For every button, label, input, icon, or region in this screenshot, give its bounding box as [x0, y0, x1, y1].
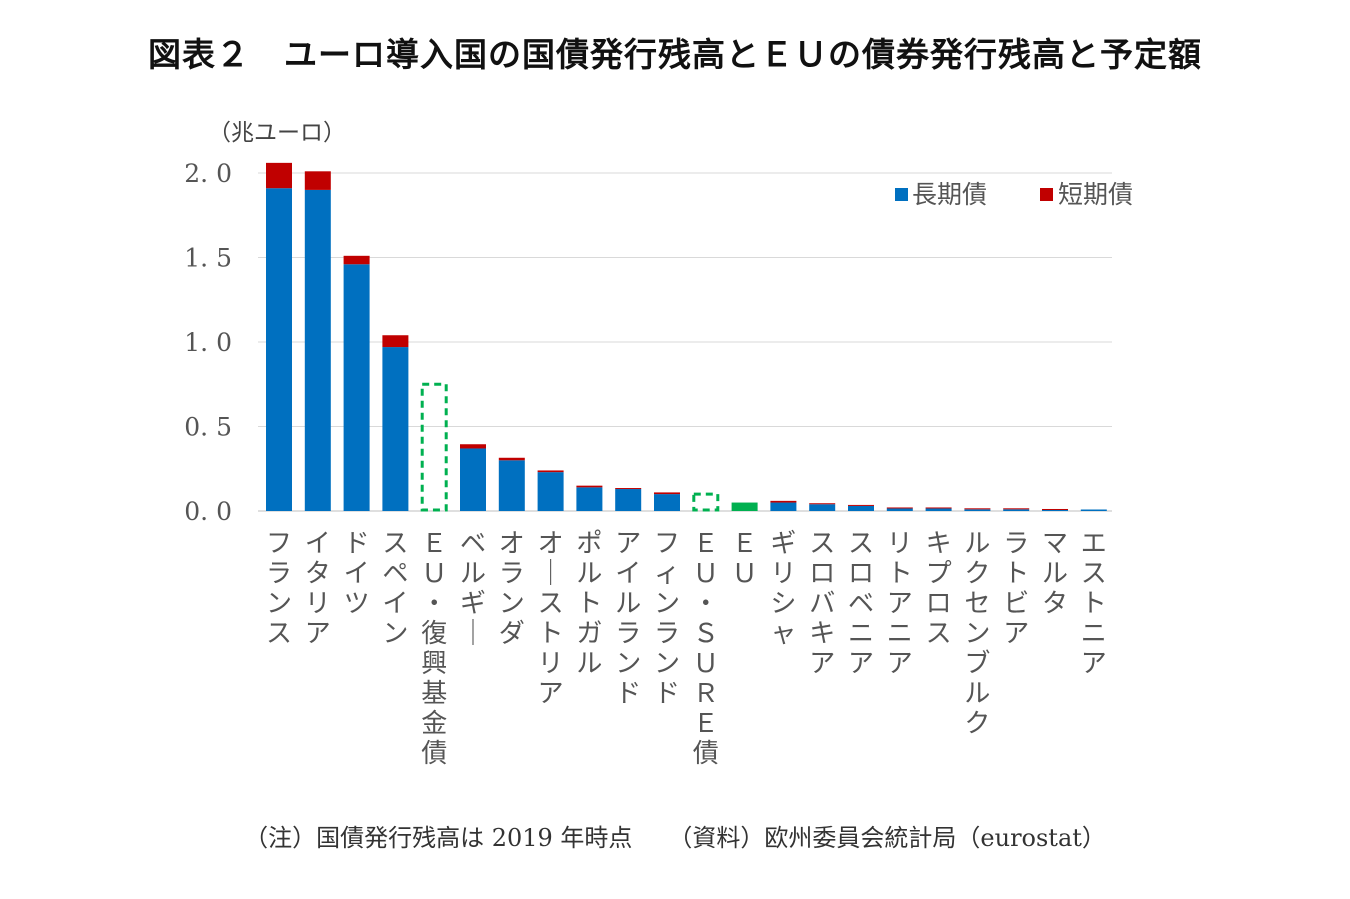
- y-tick-label: 1. 0: [184, 328, 232, 357]
- category-label: ギリシャ: [770, 529, 796, 649]
- category-label: ラトビア: [1003, 529, 1029, 649]
- category-label: リトアニア: [887, 529, 913, 679]
- category-label: マルタ: [1042, 529, 1068, 619]
- y-tick-label: 0. 5: [184, 413, 232, 442]
- y-axis-unit-label: （兆ユーロ）: [208, 120, 346, 146]
- legend-swatch-long-term: [895, 188, 908, 201]
- bar-long-term: [809, 504, 836, 511]
- bar-long-term: [343, 264, 370, 511]
- y-axis-ticks: 0. 0 0. 5 1. 0 1. 5 2. 0: [184, 159, 232, 526]
- category-label: キプロス: [926, 529, 952, 649]
- category-label: スロベニア: [848, 529, 874, 679]
- bar-long-term: [537, 472, 564, 511]
- bar-long-term: [964, 509, 991, 511]
- bar-long-term: [886, 508, 913, 511]
- bar-short-term: [964, 508, 991, 510]
- legend-swatch-short-term: [1040, 188, 1053, 201]
- bar-short-term: [886, 507, 913, 509]
- bar-short-term: [848, 504, 874, 506]
- bar-long-term: [382, 347, 409, 511]
- category-label: ドイツ: [344, 529, 370, 619]
- bar-short-term: [770, 500, 797, 503]
- footnote: （注）国債発行残高は 2019 年時点 （資料）欧州委員会統計局（eurosta…: [244, 824, 1106, 852]
- category-label: オランダ: [499, 529, 525, 649]
- category-label: ベルギ｜: [460, 529, 486, 649]
- legend-label-short-term: 短期債: [1058, 180, 1133, 209]
- category-label: ＥＵ・ＳＵＲＥ債: [693, 529, 719, 769]
- bar-long-term: [1003, 509, 1030, 511]
- bar-long-term: [615, 489, 642, 511]
- bar-short-term: [266, 162, 292, 189]
- category-label: ポルトガル: [576, 529, 602, 679]
- category-label: フランス: [266, 529, 292, 649]
- bar-short-term: [343, 255, 370, 265]
- category-label: アイルランド: [615, 529, 641, 709]
- bars: [266, 162, 1107, 512]
- category-label: オ｜ストリア: [538, 529, 564, 709]
- bar-short-term: [654, 492, 680, 495]
- bar-short-term: [925, 507, 952, 509]
- bar-short-term: [1042, 508, 1068, 510]
- bar-long-term: [1080, 509, 1107, 511]
- category-label: ＥＵ・復興基金債: [421, 529, 447, 769]
- bar-long-term: [576, 487, 603, 511]
- bar-long-term: [266, 188, 292, 511]
- bar-short-term: [576, 485, 603, 488]
- bar-short-term: [498, 457, 525, 461]
- bar-eu-actual: [731, 502, 758, 511]
- y-tick-label: 2. 0: [184, 159, 232, 188]
- bar-short-term: [460, 444, 486, 449]
- bar-short-term: [1003, 508, 1030, 510]
- category-label: エストニア: [1081, 529, 1107, 679]
- y-tick-label: 0. 0: [184, 497, 232, 526]
- bar-long-term: [848, 505, 874, 511]
- bar-short-term: [382, 335, 409, 348]
- bar-long-term: [925, 508, 952, 511]
- bar-long-term: [498, 460, 525, 511]
- y-tick-label: 1. 5: [184, 244, 232, 273]
- legend-label-long-term: 長期債: [912, 180, 987, 209]
- bar-planned-eu: [420, 382, 448, 512]
- bar-long-term: [770, 502, 797, 511]
- bar-long-term: [654, 494, 680, 511]
- category-label: スロバキア: [809, 529, 835, 679]
- bar-long-term: [460, 448, 486, 511]
- bar-long-term: [304, 189, 331, 511]
- chart-title: 図表２ ユーロ導入国の国債発行残高とＥＵの債券発行残高と予定額: [148, 35, 1202, 74]
- bar-short-term: [537, 470, 564, 473]
- category-label: ルクセンブルク: [964, 529, 990, 739]
- category-label: スペイン: [382, 529, 408, 649]
- category-label: ＥＵ: [732, 529, 758, 589]
- bar-short-term: [809, 503, 836, 505]
- bar-chart: 0. 00. 51. 01. 52. 0 （兆ユーロ） フランスイタリアドイツス…: [184, 120, 1133, 769]
- bar-short-term: [304, 171, 331, 190]
- bar-short-term: [615, 488, 642, 490]
- category-label: フィンランド: [654, 529, 680, 709]
- legend: 長期債 短期債: [895, 180, 1133, 209]
- bar-planned-eu: [692, 492, 720, 512]
- category-label: イタリア: [305, 529, 331, 649]
- bar-long-term: [1042, 509, 1068, 511]
